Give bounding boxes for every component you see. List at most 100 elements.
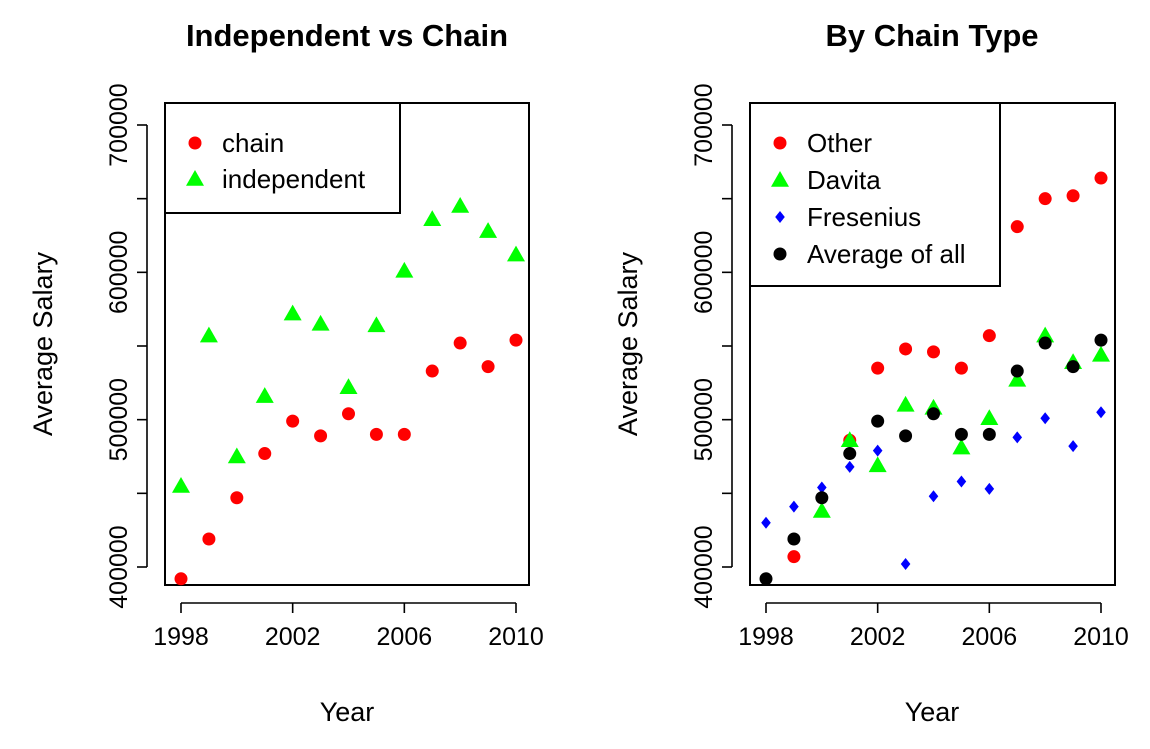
data-point <box>453 336 467 350</box>
x-axis-label: Year <box>320 697 375 727</box>
x-tick-label: 2002 <box>265 623 321 651</box>
data-point <box>1096 406 1106 419</box>
x-tick-label: 2010 <box>488 623 544 651</box>
data-point <box>255 387 274 403</box>
x-tick-label: 1998 <box>153 623 209 651</box>
x-axis-label: Year <box>905 697 960 727</box>
data-point <box>840 431 859 448</box>
data-point <box>509 333 523 347</box>
data-point <box>230 491 244 505</box>
legend: Other Davita Fresenius Average of all <box>749 102 1001 287</box>
x-tick-label: 2010 <box>1073 623 1129 651</box>
y-tick-label: 400000 <box>690 525 718 608</box>
data-point <box>423 210 442 227</box>
series-davita <box>812 326 1110 518</box>
data-point <box>481 360 495 374</box>
data-point <box>339 378 358 395</box>
data-point <box>311 314 330 331</box>
data-point <box>896 395 915 412</box>
data-point <box>812 502 831 518</box>
data-point <box>787 532 801 546</box>
data-point <box>199 326 218 343</box>
data-point <box>202 532 216 546</box>
x-tick-label: 1998 <box>738 623 794 651</box>
legend-label: Other <box>807 128 872 158</box>
data-point <box>1040 412 1050 425</box>
y-axis-label: Average Salary <box>28 251 58 436</box>
data-point <box>258 447 272 461</box>
legend-label: chain <box>222 128 284 158</box>
data-point <box>868 456 887 473</box>
data-point <box>899 429 913 443</box>
data-point <box>844 460 855 473</box>
data-point <box>1038 192 1052 206</box>
data-point <box>871 361 885 375</box>
data-point <box>1010 364 1024 378</box>
data-point <box>982 329 996 343</box>
chart-panel-1: Independent vs Chain 1998 2002 2006 2010 4000… <box>28 18 544 727</box>
x-tick-label: 2002 <box>850 623 906 651</box>
legend-marker <box>186 170 204 186</box>
legend-box <box>749 102 1001 287</box>
data-point <box>1010 220 1024 234</box>
data-point <box>928 490 939 503</box>
chart-panel-2: By Chain Type 1998 2002 2006 2010 400000 50000… <box>613 18 1129 727</box>
legend-label: Fresenius <box>807 202 921 232</box>
x-tick-label: 2006 <box>377 623 433 651</box>
data-point <box>954 361 968 375</box>
data-point <box>1066 189 1080 203</box>
chart-title: By Chain Type <box>825 18 1038 53</box>
data-point <box>1008 370 1027 387</box>
data-point <box>395 261 414 278</box>
data-point <box>954 427 968 441</box>
data-point <box>283 304 302 321</box>
data-point <box>314 429 328 443</box>
data-point <box>1038 336 1052 350</box>
data-point <box>1094 171 1108 185</box>
y-tick-label: 500000 <box>105 378 133 461</box>
data-point <box>787 550 801 564</box>
data-point <box>817 481 827 494</box>
data-point <box>1092 345 1110 362</box>
series-average-of-all <box>759 333 1108 586</box>
legend-marker <box>773 136 787 150</box>
data-point <box>479 222 498 238</box>
data-point <box>1066 360 1080 374</box>
data-point <box>397 427 411 441</box>
data-point <box>759 572 773 586</box>
data-point <box>984 482 995 495</box>
data-point <box>927 407 940 421</box>
legend-label: Davita <box>807 165 881 195</box>
series-independent <box>172 197 525 493</box>
data-point <box>451 197 470 213</box>
data-point <box>872 444 883 457</box>
data-point <box>815 491 829 505</box>
data-point <box>927 345 940 359</box>
data-point <box>980 409 999 425</box>
data-point <box>367 316 386 333</box>
legend-marker <box>775 211 785 223</box>
data-point <box>1094 333 1108 347</box>
y-tick-label: 600000 <box>690 231 718 314</box>
y-tick-label: 700000 <box>105 83 133 166</box>
data-point <box>1012 431 1023 444</box>
data-point <box>227 447 246 464</box>
series-chain <box>174 333 523 586</box>
legend-marker <box>188 136 202 150</box>
y-tick-label: 700000 <box>690 83 718 166</box>
legend-box <box>164 102 401 214</box>
data-point <box>342 407 355 421</box>
legend-marker <box>773 247 787 261</box>
data-point <box>1068 440 1078 453</box>
data-point <box>843 447 857 461</box>
y-axis-label: Average Salary <box>613 251 643 436</box>
y-tick-label: 600000 <box>105 231 133 314</box>
data-point <box>369 427 383 441</box>
data-point <box>900 558 911 571</box>
y-tick-label: 400000 <box>105 525 133 608</box>
y-tick-label: 500000 <box>690 378 718 461</box>
chart-title: Independent vs Chain <box>186 18 508 53</box>
data-point <box>952 438 971 455</box>
